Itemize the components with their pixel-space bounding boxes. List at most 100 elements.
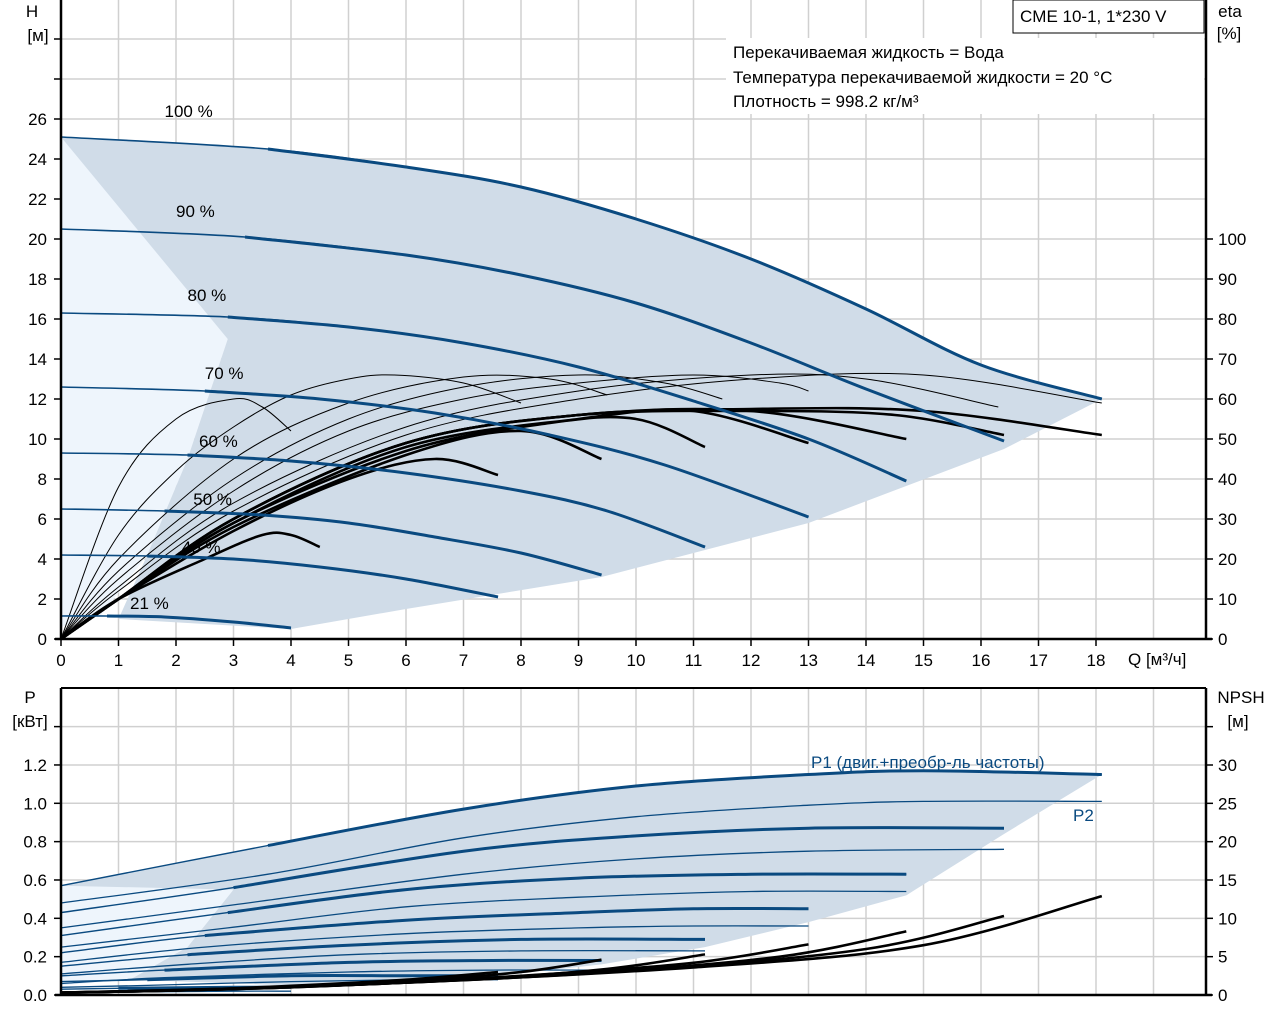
npsh-axis-title: NPSH — [1217, 688, 1264, 707]
npsh-tick-label: 0 — [1218, 986, 1227, 1005]
speed-label: 100 % — [165, 102, 213, 121]
eta-tick-label: 50 — [1218, 430, 1237, 449]
npsh-tick-label: 30 — [1218, 756, 1237, 775]
q-tick-label: 12 — [742, 651, 761, 670]
eta-tick-label: 30 — [1218, 510, 1237, 529]
p-tick-label: 0.6 — [23, 871, 47, 890]
speed-curve — [267, 147, 1103, 401]
eta-tick-label: 100 — [1218, 230, 1246, 249]
eta-tick-label: 40 — [1218, 470, 1237, 489]
p1-curve — [164, 958, 602, 972]
npsh-tick-label: 5 — [1218, 948, 1227, 967]
speed-label: 60 % — [199, 432, 238, 451]
q-tick-label: 3 — [229, 651, 238, 670]
h-tick-label: 4 — [38, 550, 47, 569]
speed-curve — [187, 453, 706, 549]
p-axis-unit: [кВт] — [12, 712, 47, 731]
h-axis-unit: [м] — [27, 26, 48, 45]
npsh-tick-label: 15 — [1218, 871, 1237, 890]
p1-curve — [233, 826, 1005, 890]
q-tick-label: 2 — [171, 651, 180, 670]
p-tick-label: 0.2 — [23, 948, 47, 967]
q-axis-title: Q [м³/ч] — [1128, 650, 1186, 669]
h-tick-label: 12 — [28, 390, 47, 409]
eta-axis-unit: [%] — [1217, 24, 1242, 43]
eta-axis-title: eta — [1218, 2, 1242, 21]
speed-label: 70 % — [205, 364, 244, 383]
h-tick-label: 22 — [28, 190, 47, 209]
eta-tick-label: 70 — [1218, 350, 1237, 369]
power-curves — [60, 769, 1102, 994]
h-tick-label: 8 — [38, 470, 47, 489]
p-tick-label: 0.8 — [23, 833, 47, 852]
h-tick-label: 24 — [28, 150, 47, 169]
q-tick-label: 14 — [857, 651, 876, 670]
eta-tick-label: 20 — [1218, 550, 1237, 569]
speed-curves — [60, 136, 1103, 630]
info-box-bg — [726, 38, 1204, 114]
info-line-fluid: Перекачиваемая жидкость = Вода — [733, 43, 1004, 62]
p1-curve — [227, 872, 907, 915]
speed-label: 21 % — [130, 594, 169, 613]
p1-curve — [204, 906, 809, 938]
speed-label: 50 % — [193, 490, 232, 509]
q-tick-label: 18 — [1087, 651, 1106, 670]
speed-curve — [244, 235, 1005, 443]
p2-curve — [60, 949, 706, 975]
bottom-axes: 0.0 0.2 0.4 0.6 0.8 1.0 1.2 0 5 10 15 20 25 30 — [23, 687, 1237, 1005]
p-tick-label: 0.0 — [23, 986, 47, 1005]
q-tick-label: 5 — [344, 651, 353, 670]
q-tick-label: 6 — [401, 651, 410, 670]
h-axis-title: H — [26, 2, 38, 21]
p2-curve — [60, 925, 809, 964]
speed-label: 90 % — [176, 202, 215, 221]
p2-curve — [60, 969, 602, 985]
npsh-curve — [60, 894, 1103, 994]
speed-label: 80 % — [188, 286, 227, 305]
q-tick-label: 0 — [56, 651, 65, 670]
h-tick-label: 14 — [28, 350, 47, 369]
h-tick-label: 20 — [28, 230, 47, 249]
npsh-axis-unit: [м] — [1227, 712, 1248, 731]
speed-label: 40 % — [182, 538, 221, 557]
efficiency-curve — [60, 374, 522, 640]
info-line-density: Плотность = 998.2 кг/м³ — [733, 92, 919, 111]
model-label: CME 10-1, 1*230 V — [1020, 7, 1167, 26]
speed-curve — [147, 554, 499, 599]
p2-curve — [60, 800, 1102, 904]
q-tick-label: 10 — [627, 651, 646, 670]
h-tick-label: 26 — [28, 110, 47, 129]
p2-legend-label: P2 — [1073, 806, 1094, 825]
p-tick-label: 1.0 — [23, 794, 47, 813]
h-tick-label: 16 — [28, 310, 47, 329]
p1-curve — [267, 769, 1102, 847]
h-tick-label: 0 — [38, 630, 47, 649]
q-tick-label: 1 — [114, 651, 123, 670]
eta-tick-label: 80 — [1218, 310, 1237, 329]
speed-curve — [204, 389, 810, 519]
npsh-tick-label: 10 — [1218, 909, 1237, 928]
speed-labels: 100 % 90 % 80 % 70 % 60 % 50 % 40 % 21 % — [130, 102, 244, 613]
eta-tick-label: 90 — [1218, 270, 1237, 289]
q-tick-label: 8 — [516, 651, 525, 670]
h-tick-label: 2 — [38, 590, 47, 609]
p-tick-label: 0.4 — [23, 909, 47, 928]
efficiency-curve — [60, 398, 292, 640]
q-tick-label: 16 — [972, 651, 991, 670]
h-tick-label: 18 — [28, 270, 47, 289]
npsh-tick-label: 25 — [1218, 794, 1237, 813]
p2-curve — [60, 848, 1005, 929]
p-axis-title: P — [24, 688, 35, 707]
q-tick-label: 7 — [459, 651, 468, 670]
info-line-temperature: Температура перекачиваемой жидкости = 20… — [733, 68, 1112, 87]
p2-curve — [60, 890, 907, 948]
q-tick-label: 9 — [574, 651, 583, 670]
efficiency-curve — [60, 374, 723, 640]
q-tick-label: 13 — [799, 651, 818, 670]
efficiency-curve — [60, 374, 809, 640]
p1-legend-label: P1 (двиг.+преобр-ль частоты) — [811, 753, 1044, 772]
p1-curve — [187, 937, 706, 957]
h-tick-label: 6 — [38, 510, 47, 529]
speed-curve — [106, 614, 292, 630]
